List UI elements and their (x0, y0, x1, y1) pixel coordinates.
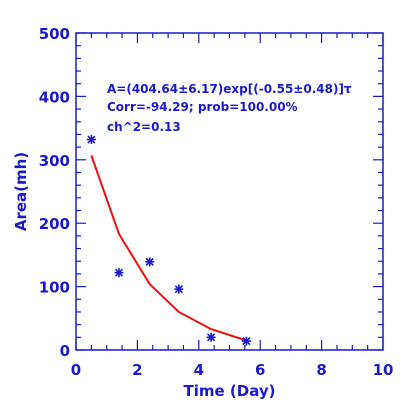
y-tick-label: 100 (39, 279, 70, 297)
data-point (145, 257, 155, 267)
data-point (174, 284, 184, 294)
data-point (86, 135, 96, 145)
y-tick-label: 0 (60, 342, 70, 360)
fit-curve (90, 155, 247, 342)
x-tick-label: 4 (194, 361, 204, 379)
x-tick-label: 8 (316, 361, 326, 379)
y-tick-label: 400 (39, 88, 70, 106)
x-tick-label: 10 (373, 361, 394, 379)
x-tick-label: 0 (71, 361, 81, 379)
data-point (241, 336, 251, 346)
data-point (114, 268, 124, 278)
y-tick-label: 300 (39, 152, 70, 170)
data-point (206, 332, 216, 342)
x-tick-label: 2 (132, 361, 142, 379)
x-axis-label: Time (Day) (184, 382, 276, 400)
x-tick-label: 6 (255, 361, 265, 379)
correlation-annotation: Corr=-94.29; prob=100.00% (107, 100, 298, 114)
chi-square-annotation: ch^2=0.13 (107, 120, 181, 134)
y-axis-label: Area(mh) (12, 152, 30, 231)
y-tick-label: 200 (39, 215, 70, 233)
y-tick-label: 500 (39, 25, 70, 43)
plot-frame (75, 32, 384, 351)
fit-equation-annotation: A=(404.64±6.17)exp[(-0.55±0.48)]τ (107, 82, 352, 96)
